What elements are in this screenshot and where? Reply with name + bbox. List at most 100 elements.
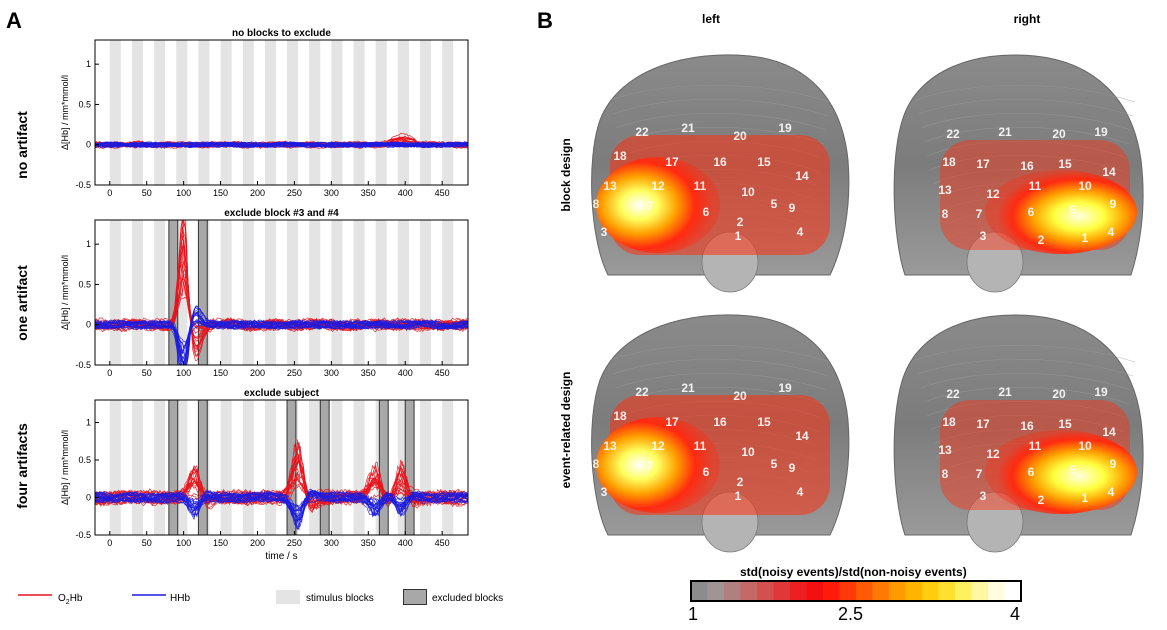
head-contour [920, 372, 1132, 391]
hhb-trace [94, 141, 468, 148]
head-contour [914, 84, 1136, 103]
channel-label: 14 [795, 169, 809, 183]
plot-one-artifact: exclude block #3 and #4 -0.5 0 0.5 1 0 50 100 15… [60, 208, 469, 378]
plot-title: exclude subject [244, 388, 320, 399]
channel-label: 9 [1110, 197, 1117, 211]
stimulus-block [419, 40, 432, 185]
channel-label: 7 [976, 207, 983, 221]
hhb-trace [94, 491, 468, 530]
channel-label: 6 [703, 465, 710, 479]
head-contour [612, 98, 829, 117]
x-tick-label: 200 [250, 188, 265, 198]
channel-label: 17 [976, 417, 990, 431]
channel-label: 15 [757, 155, 771, 169]
channel-label: 12 [986, 187, 1000, 201]
x-tick-label: 400 [398, 538, 413, 548]
x-tick-label: 100 [176, 368, 191, 378]
stimulus-block [264, 400, 276, 535]
activation-hotspot [985, 430, 1137, 514]
channel-label: 10 [741, 445, 755, 459]
stimulus-block [353, 40, 365, 185]
head-contour [926, 140, 1128, 159]
colorbar-segment [823, 581, 840, 601]
x-tick-label: 300 [324, 188, 339, 198]
channel-label: 3 [980, 489, 987, 503]
channel-label: 13 [938, 183, 952, 197]
x-tick-label: 100 [176, 538, 191, 548]
y-axis-label: Δ[Hb] / mm*mmol/l [60, 255, 70, 330]
y-tick-label: -0.5 [75, 180, 91, 190]
channel-label: 19 [1094, 385, 1108, 399]
stimulus-block [442, 400, 454, 535]
stimulus-block [242, 400, 254, 535]
stimulus-block [375, 220, 387, 365]
channel-label: 16 [1020, 419, 1034, 433]
y-axis-label: Δ[Hb] / mm*mmol/l [60, 75, 70, 150]
channel-label: 1 [1082, 231, 1089, 245]
y-tick-label: 1 [86, 239, 91, 249]
channel-label: 18 [942, 415, 956, 429]
colorbar-tick-4: 4 [1010, 604, 1021, 624]
head-contour [615, 372, 827, 391]
hhb-trace [94, 141, 468, 148]
channel-label: 10 [741, 185, 755, 199]
hhb-trace [94, 311, 468, 367]
x-tick-label: 350 [361, 188, 376, 198]
legend-stimulus-label: stimulus blocks [306, 593, 374, 604]
head-contour [923, 126, 1130, 145]
o2hb-trace [94, 219, 468, 357]
hhb-trace [94, 491, 468, 531]
stimulus-block [242, 40, 254, 185]
o2hb-trace [94, 246, 468, 348]
colorbar-segment [905, 581, 923, 601]
channel-label: 21 [998, 385, 1012, 399]
stimulus-block [242, 220, 254, 365]
colorbar-segment [691, 581, 708, 601]
excluded-block [404, 399, 415, 536]
stimulus-block [287, 40, 299, 185]
channel-label: 8 [942, 467, 949, 481]
colorbar-segment [856, 581, 873, 601]
y-tick-label: 0 [86, 140, 91, 150]
y-tick-label: -0.5 [75, 360, 91, 370]
channel-label: 19 [778, 121, 792, 135]
stimulus-block [109, 400, 121, 535]
x-tick-label: 200 [250, 538, 265, 548]
colorbar-segment [839, 581, 857, 601]
x-tick-label: 250 [287, 368, 302, 378]
excluded-block [378, 399, 389, 536]
colorbar [690, 580, 1022, 602]
o2hb-trace [94, 219, 468, 353]
channel-label: 5 [771, 197, 778, 211]
plot-four-artifacts: exclude subject -0.5 0 0.5 1 0 50 100 150 200 250 3… [60, 388, 469, 562]
channel-label: 4 [797, 485, 804, 499]
channel-label: 19 [1094, 125, 1108, 139]
y-tick-label: 1 [86, 59, 91, 69]
stimulus-block [353, 400, 365, 535]
colorbar-segment [1004, 581, 1022, 601]
colorbar-segment [889, 581, 906, 601]
legend-stimulus-swatch [276, 590, 300, 604]
channel-label: 4 [797, 225, 804, 239]
channel-label: 22 [635, 125, 649, 139]
x-tick-label: 250 [287, 188, 302, 198]
panel-b-letter: B [537, 8, 553, 33]
colorbar-segment [922, 581, 939, 601]
y-tick-label: 0.5 [78, 455, 91, 465]
channel-label: 2 [1038, 233, 1045, 247]
stimulus-block [154, 400, 166, 535]
channel-label: 6 [703, 205, 710, 219]
head-contour [612, 358, 829, 377]
hhb-trace [94, 307, 468, 366]
channel-label: 1 [735, 229, 742, 243]
channel-label: 14 [1102, 165, 1116, 179]
channel-label: 17 [665, 415, 679, 429]
stimulus-block [220, 40, 232, 185]
hhb-trace [94, 305, 468, 366]
channel-label: 13 [938, 443, 952, 457]
x-axis-label: time / s [265, 551, 297, 562]
activation-hotspot [596, 157, 720, 253]
channel-label: 16 [1020, 159, 1034, 173]
plot-frame [94, 39, 469, 186]
panel-a-plots: no blocks to exclude-0.500.510 50 100 150 20… [60, 28, 469, 562]
